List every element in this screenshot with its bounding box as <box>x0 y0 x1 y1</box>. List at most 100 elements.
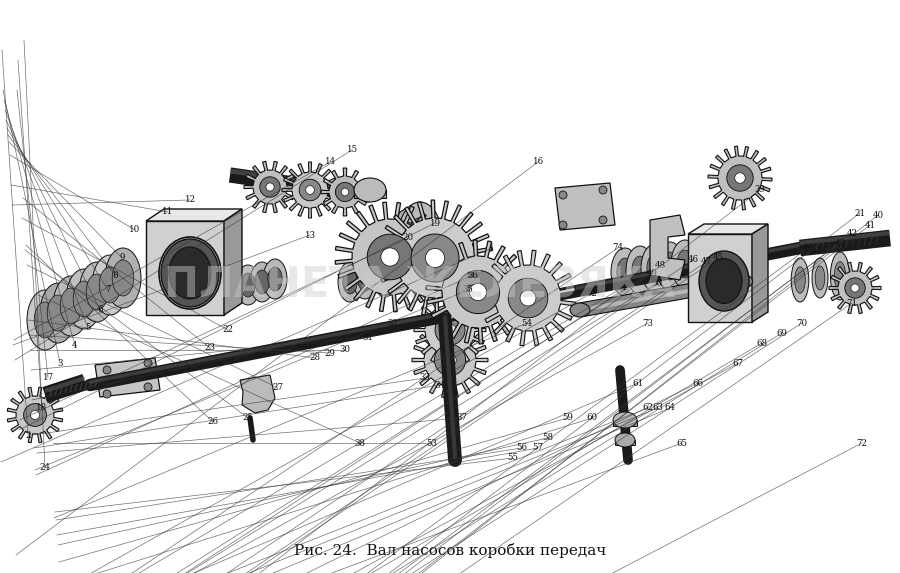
Ellipse shape <box>399 222 421 258</box>
Polygon shape <box>613 420 637 426</box>
Text: 16: 16 <box>533 158 544 167</box>
Text: 68: 68 <box>756 339 768 347</box>
Ellipse shape <box>671 240 699 288</box>
Circle shape <box>103 366 111 374</box>
Ellipse shape <box>632 256 648 284</box>
Polygon shape <box>299 179 320 201</box>
Ellipse shape <box>831 252 850 300</box>
Text: 54: 54 <box>521 319 533 328</box>
Ellipse shape <box>358 267 373 291</box>
Text: 59: 59 <box>562 414 573 422</box>
Ellipse shape <box>677 250 693 278</box>
Ellipse shape <box>169 247 211 299</box>
Ellipse shape <box>338 262 362 302</box>
Polygon shape <box>244 162 296 213</box>
Circle shape <box>559 221 567 229</box>
Ellipse shape <box>79 262 115 322</box>
Polygon shape <box>146 209 242 221</box>
Ellipse shape <box>241 273 256 297</box>
Text: 46: 46 <box>688 256 698 265</box>
Text: 21: 21 <box>854 209 866 218</box>
Text: 22: 22 <box>222 325 233 335</box>
Text: 13: 13 <box>304 230 316 240</box>
Text: 55: 55 <box>508 453 518 462</box>
Text: 42: 42 <box>847 229 858 237</box>
Circle shape <box>559 191 567 199</box>
Polygon shape <box>23 403 47 426</box>
Text: 26: 26 <box>208 418 219 426</box>
Polygon shape <box>615 440 635 445</box>
Ellipse shape <box>40 283 76 343</box>
Text: 32: 32 <box>388 319 399 328</box>
Text: 57: 57 <box>533 444 544 453</box>
Text: 66: 66 <box>692 379 704 387</box>
Circle shape <box>444 324 456 336</box>
Ellipse shape <box>611 248 639 296</box>
Text: 73: 73 <box>643 319 653 328</box>
Text: Рис. 24.  Вал насосов коробки передач: Рис. 24. Вал насосов коробки передач <box>294 544 606 559</box>
Ellipse shape <box>795 267 806 293</box>
Polygon shape <box>282 162 338 218</box>
Text: 58: 58 <box>543 434 553 442</box>
Ellipse shape <box>268 267 283 291</box>
Text: 33: 33 <box>419 374 430 383</box>
Ellipse shape <box>92 255 128 315</box>
Circle shape <box>266 183 274 191</box>
Polygon shape <box>377 200 493 316</box>
Polygon shape <box>336 182 355 202</box>
Circle shape <box>734 172 745 183</box>
Polygon shape <box>367 234 413 280</box>
Text: 2: 2 <box>25 430 31 439</box>
Ellipse shape <box>378 265 392 289</box>
Ellipse shape <box>791 258 809 302</box>
Circle shape <box>599 216 607 224</box>
Ellipse shape <box>263 259 287 299</box>
Polygon shape <box>456 270 500 313</box>
Polygon shape <box>829 262 881 313</box>
Ellipse shape <box>99 267 121 303</box>
Polygon shape <box>481 250 576 346</box>
Text: 20: 20 <box>402 234 414 242</box>
Text: 63: 63 <box>652 403 663 413</box>
Text: 62: 62 <box>643 403 653 413</box>
Ellipse shape <box>73 281 94 317</box>
Text: 19: 19 <box>429 218 441 227</box>
Ellipse shape <box>105 248 141 308</box>
Ellipse shape <box>34 302 56 338</box>
Circle shape <box>31 410 40 419</box>
Ellipse shape <box>656 242 684 290</box>
Polygon shape <box>224 209 242 315</box>
Text: 47: 47 <box>700 257 712 266</box>
Polygon shape <box>688 234 752 322</box>
Text: 72: 72 <box>857 438 868 448</box>
Text: 56: 56 <box>517 444 527 453</box>
Text: 37: 37 <box>456 414 467 422</box>
Text: 35: 35 <box>463 285 473 295</box>
Ellipse shape <box>236 265 260 305</box>
Ellipse shape <box>86 274 108 310</box>
Ellipse shape <box>353 259 377 299</box>
Text: 70: 70 <box>796 319 807 328</box>
Text: 7: 7 <box>105 285 111 295</box>
Ellipse shape <box>615 433 635 447</box>
Text: 25: 25 <box>242 414 254 422</box>
Circle shape <box>520 290 536 306</box>
Circle shape <box>103 390 111 398</box>
Ellipse shape <box>250 262 274 302</box>
Ellipse shape <box>733 274 752 288</box>
Polygon shape <box>845 278 865 298</box>
Ellipse shape <box>398 202 442 272</box>
Ellipse shape <box>408 218 432 256</box>
Ellipse shape <box>706 258 742 304</box>
Text: 50: 50 <box>652 278 662 288</box>
Text: 10: 10 <box>130 226 140 234</box>
Text: 4: 4 <box>72 340 77 350</box>
Text: 30: 30 <box>339 346 350 355</box>
Ellipse shape <box>815 266 824 290</box>
Polygon shape <box>146 221 224 315</box>
Text: ПЛАНЕТА ЖЕЛЕЗЯКА: ПЛАНЕТА ЖЕЛЕЗЯКА <box>165 264 676 306</box>
Ellipse shape <box>812 258 828 298</box>
Text: 6: 6 <box>97 305 103 315</box>
Circle shape <box>341 188 349 196</box>
Ellipse shape <box>112 260 134 296</box>
